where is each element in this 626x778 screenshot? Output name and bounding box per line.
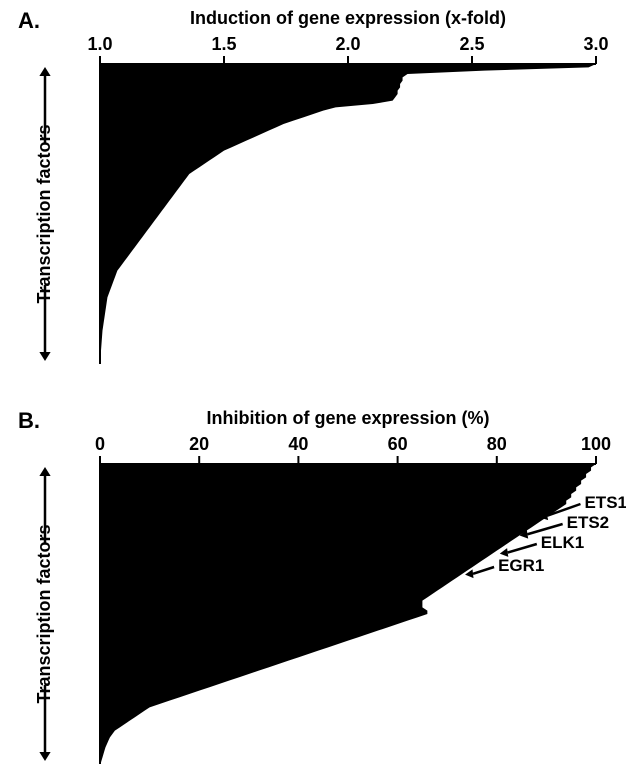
callout-label: EGR1 [498, 556, 544, 575]
x-tick-label: 2.5 [459, 34, 484, 54]
x-tick-label: 3.0 [583, 34, 608, 54]
y-axis-title: Transcription factors [34, 524, 54, 703]
x-tick-label: 1.5 [211, 34, 236, 54]
y-axis-title: Transcription factors [34, 124, 54, 303]
x-axis-title: Inhibition of gene expression (%) [206, 408, 489, 428]
figure-container: { "figure": { "width": 626, "height": 77… [0, 0, 626, 778]
callout-label: ETS1 [584, 493, 626, 512]
x-tick-label: 40 [288, 434, 308, 454]
callout-label: ETS2 [567, 513, 610, 532]
x-tick-label: 60 [388, 434, 408, 454]
figure-svg: A. Induction of gene expression (x-fold) 1… [0, 0, 626, 778]
x-tick-label: 20 [189, 434, 209, 454]
panel-label: B. [18, 408, 40, 433]
callout-label: ELK1 [541, 533, 584, 552]
area-fill [100, 464, 596, 764]
x-tick-label: 1.0 [87, 34, 112, 54]
x-tick-label: 0 [95, 434, 105, 454]
callout-arrow-line [473, 567, 494, 574]
y-axis-title-group: Transcription factors [34, 467, 54, 761]
area-fill [100, 64, 596, 364]
y-axis-title-group: Transcription factors [34, 67, 54, 361]
x-axis-title: Induction of gene expression (x-fold) [190, 8, 506, 28]
callout-arrow-line [508, 544, 537, 553]
x-tick-label: 100 [581, 434, 611, 454]
panel-label: A. [18, 8, 40, 33]
x-tick-label: 2.0 [335, 34, 360, 54]
x-tick-label: 80 [487, 434, 507, 454]
